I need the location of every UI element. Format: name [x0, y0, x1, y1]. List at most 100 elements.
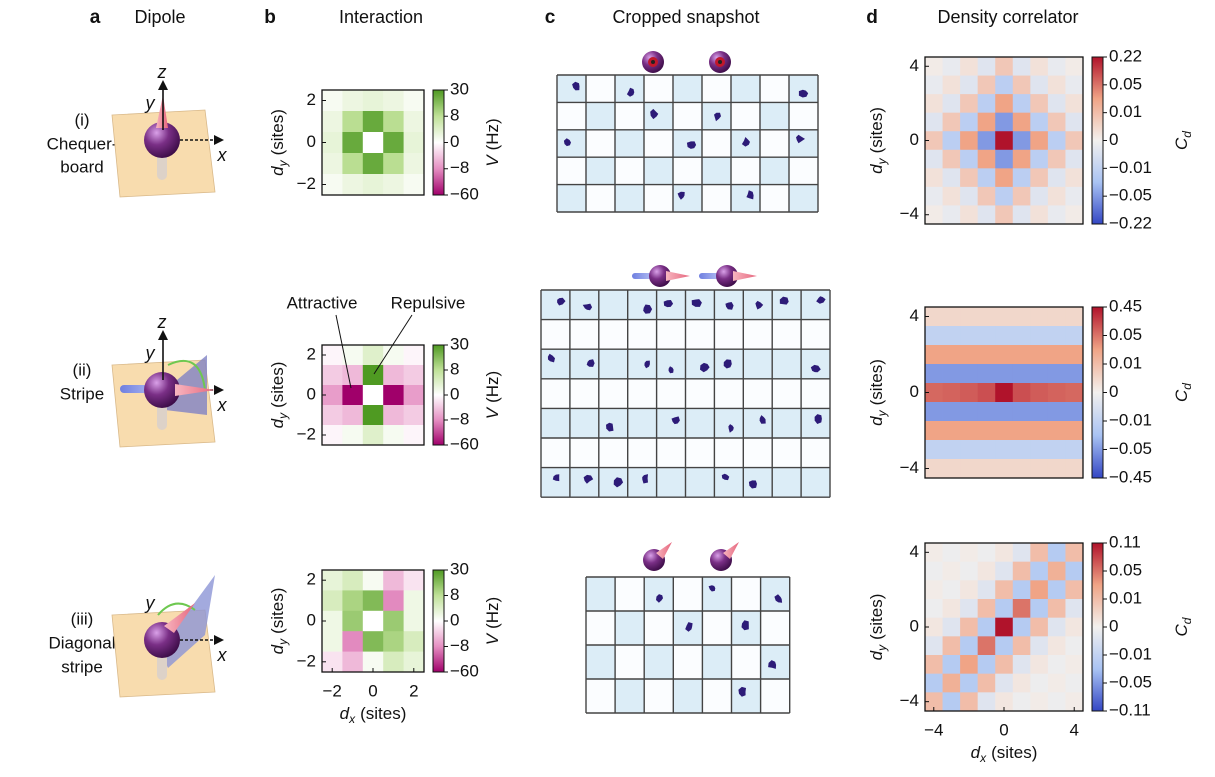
- colorbar-tick-label: 0: [450, 384, 459, 403]
- axis-name: x: [217, 645, 228, 665]
- atom-blob: [650, 108, 659, 120]
- colorbar-tick-label: 0.05: [1109, 560, 1142, 579]
- site-tint: [541, 349, 570, 379]
- heat-cell: [1047, 692, 1066, 712]
- atom-blob: [714, 112, 721, 122]
- site-tint: [598, 290, 628, 320]
- atom-blob: [796, 134, 805, 144]
- heat-cell: [1012, 561, 1031, 581]
- heat-cell: [960, 655, 979, 675]
- heat-cell: [1012, 655, 1031, 675]
- heat-cell: [995, 345, 1014, 365]
- heat-cell: [960, 186, 979, 206]
- atom-blob: [798, 89, 809, 98]
- heat-cell: [960, 205, 979, 225]
- heat-cell: [995, 186, 1014, 206]
- heat-cell: [1065, 617, 1084, 637]
- annotation: Attractive: [287, 293, 358, 312]
- heat-cell: [1065, 636, 1084, 656]
- heat-cell: [1012, 636, 1031, 656]
- site-tint: [772, 349, 802, 379]
- site-tint: [772, 290, 802, 320]
- heat-cell: [942, 636, 961, 656]
- heat-cell: [1065, 383, 1084, 403]
- heat-cell: [942, 168, 961, 188]
- heat-cell: [1047, 205, 1066, 225]
- atom-blob: [547, 353, 555, 363]
- dipole-arrow: [175, 384, 215, 396]
- atom: [144, 622, 180, 658]
- site-tint: [557, 129, 586, 158]
- colorbar-tick-label: 0: [1109, 130, 1118, 149]
- colorbar-tick-label: −8: [450, 158, 469, 177]
- axis-name: y: [144, 343, 156, 363]
- heat-cell: [925, 599, 943, 619]
- heat-cell: [1047, 421, 1066, 441]
- colorbar-tick-label: −60: [450, 434, 479, 453]
- heat-cell: [383, 132, 404, 154]
- colorbar-tick-label: 8: [450, 585, 459, 604]
- site-tint: [731, 75, 760, 103]
- panel-title: Interaction: [339, 7, 423, 27]
- icon-dot: [651, 60, 655, 64]
- heat-cell: [1065, 580, 1084, 600]
- axis-label: dy (sites): [867, 359, 889, 426]
- heat-cell: [925, 440, 943, 460]
- heat-cell: [960, 402, 979, 422]
- y-tick-label: 0: [910, 382, 919, 401]
- heat-cell: [383, 651, 404, 673]
- heat-cell: [322, 610, 343, 632]
- dipole-illustration: zy x: [111, 62, 228, 198]
- heat-cell: [403, 132, 425, 154]
- heat-cell: [977, 326, 996, 346]
- heat-cell: [942, 75, 961, 95]
- heat-cell: [925, 364, 943, 384]
- row-label: Chequer-: [47, 134, 118, 153]
- colorbar-tick-label: −60: [450, 661, 479, 680]
- y-tick-label: 0: [910, 616, 919, 635]
- heat-cell: [322, 90, 343, 112]
- site-tint: [801, 290, 830, 320]
- site-tint: [702, 157, 731, 185]
- heat-cell: [322, 651, 343, 673]
- axis-unit: (sites): [991, 743, 1037, 762]
- heat-cell: [1047, 402, 1066, 422]
- heat-cell: [1012, 75, 1031, 95]
- site-tint: [627, 290, 657, 320]
- axis-label: dy (sites): [867, 107, 889, 174]
- axis-var: d: [867, 416, 886, 426]
- y-tick-label: −4: [900, 204, 919, 223]
- colorbar-tick-label: 8: [450, 106, 459, 125]
- heat-cell: [1030, 75, 1049, 95]
- site-tint: [673, 75, 702, 103]
- heat-cell: [942, 673, 961, 693]
- heat-cell: [1065, 345, 1084, 365]
- heat-cell: [1047, 364, 1066, 384]
- heat-cell: [1065, 599, 1084, 619]
- colorbar: [1091, 306, 1104, 479]
- heat-cell: [322, 111, 343, 133]
- heat-cell: [1030, 440, 1049, 460]
- heat-cell: [1065, 364, 1084, 384]
- heat-cell: [977, 421, 996, 441]
- heat-cell: [1030, 599, 1049, 619]
- panel-letter: a: [90, 7, 101, 28]
- heat-cell: [977, 75, 996, 95]
- atom-blob: [677, 191, 685, 200]
- heat-cell: [960, 599, 979, 619]
- axis-name: z: [157, 312, 167, 332]
- heat-cell: [942, 617, 961, 637]
- atom-blob: [656, 594, 663, 603]
- axis-unit: (Hz): [483, 597, 502, 629]
- heat-cell: [995, 580, 1014, 600]
- heat-cell: [925, 580, 943, 600]
- heat-cell: [342, 610, 364, 632]
- heat-cell: [977, 168, 996, 188]
- heat-cell: [942, 421, 961, 441]
- atom-blob: [686, 141, 697, 149]
- axis-unit: (sites): [268, 588, 287, 634]
- heat-cell: [362, 111, 384, 133]
- axis-name: x: [217, 395, 228, 415]
- site-tint: [685, 467, 715, 498]
- site-tint: [685, 349, 715, 379]
